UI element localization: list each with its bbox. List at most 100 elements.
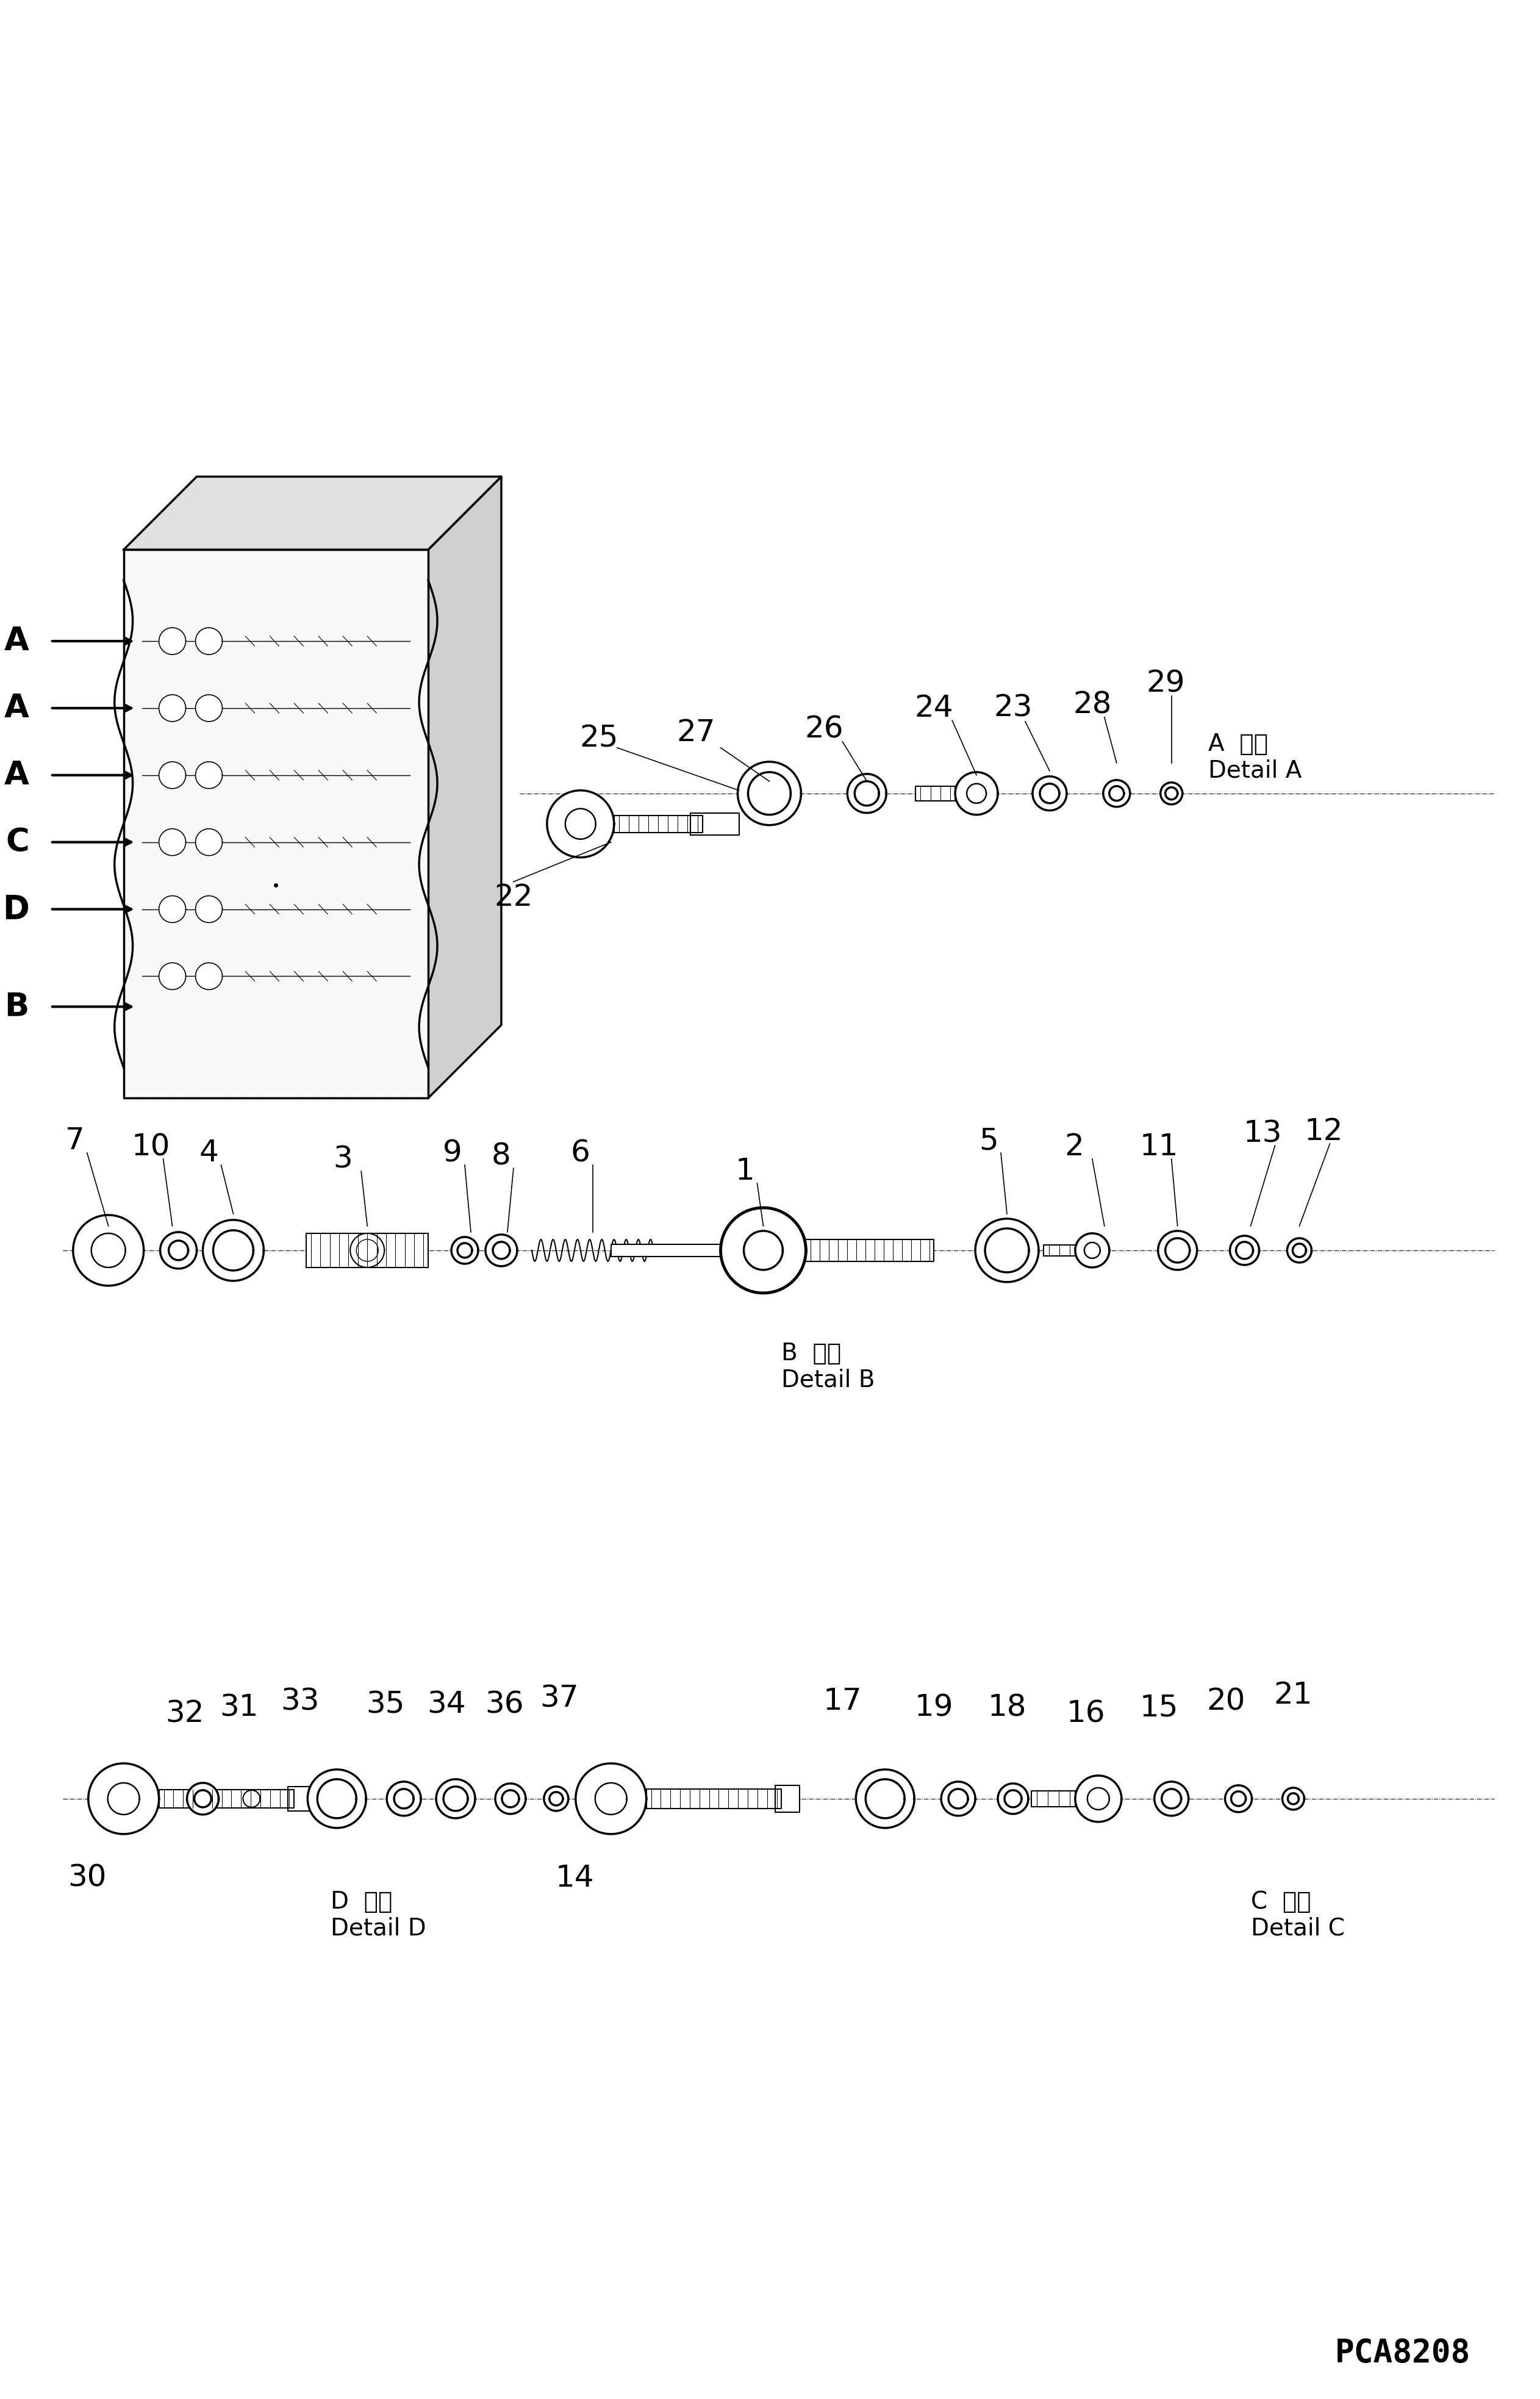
Polygon shape xyxy=(493,1243,510,1259)
Polygon shape xyxy=(457,1243,473,1257)
Polygon shape xyxy=(308,1770,367,1828)
Polygon shape xyxy=(159,1790,294,1809)
Polygon shape xyxy=(1044,1245,1075,1255)
Polygon shape xyxy=(243,1790,260,1806)
Text: 33: 33 xyxy=(280,1686,320,1715)
Polygon shape xyxy=(744,1231,782,1269)
Polygon shape xyxy=(1155,1782,1189,1816)
Polygon shape xyxy=(159,763,186,789)
Polygon shape xyxy=(123,477,502,549)
Text: D: D xyxy=(3,892,29,926)
Polygon shape xyxy=(350,1233,385,1267)
Polygon shape xyxy=(108,1782,140,1814)
Text: 28: 28 xyxy=(1073,691,1112,720)
Polygon shape xyxy=(1158,1231,1197,1269)
Text: 24: 24 xyxy=(915,693,953,722)
Polygon shape xyxy=(394,1790,414,1809)
Text: C: C xyxy=(6,825,29,859)
Polygon shape xyxy=(916,787,955,801)
Polygon shape xyxy=(160,1233,197,1269)
Polygon shape xyxy=(196,895,222,924)
Text: 2: 2 xyxy=(1064,1132,1084,1161)
Text: A  詳細
Detail A: A 詳細 Detail A xyxy=(1207,732,1301,782)
Polygon shape xyxy=(169,1240,188,1259)
Polygon shape xyxy=(196,696,222,722)
Text: 12: 12 xyxy=(1304,1118,1343,1147)
Text: 21: 21 xyxy=(1274,1679,1312,1710)
Text: 9: 9 xyxy=(444,1137,462,1168)
Polygon shape xyxy=(496,1782,525,1814)
Text: A: A xyxy=(5,693,29,724)
Text: 22: 22 xyxy=(494,883,533,912)
Polygon shape xyxy=(159,696,186,722)
Text: 25: 25 xyxy=(579,724,618,753)
Text: 13: 13 xyxy=(1243,1118,1283,1149)
Polygon shape xyxy=(1032,777,1067,811)
Polygon shape xyxy=(594,1782,627,1814)
Polygon shape xyxy=(196,962,222,991)
Polygon shape xyxy=(949,1790,969,1809)
Polygon shape xyxy=(805,1240,933,1262)
Text: 5: 5 xyxy=(979,1125,998,1156)
Polygon shape xyxy=(288,1787,319,1811)
Polygon shape xyxy=(196,828,222,856)
Text: 23: 23 xyxy=(993,693,1032,722)
Polygon shape xyxy=(1287,1792,1298,1804)
Polygon shape xyxy=(502,1790,519,1806)
Polygon shape xyxy=(955,772,998,816)
Polygon shape xyxy=(186,1782,219,1814)
Text: 6: 6 xyxy=(571,1137,590,1168)
Polygon shape xyxy=(611,1245,721,1257)
Text: 8: 8 xyxy=(491,1142,511,1171)
Polygon shape xyxy=(748,772,790,816)
Polygon shape xyxy=(1283,1787,1304,1809)
Text: 4: 4 xyxy=(199,1137,219,1168)
Polygon shape xyxy=(1230,1235,1260,1264)
Polygon shape xyxy=(159,895,186,924)
Text: 27: 27 xyxy=(678,717,716,746)
Polygon shape xyxy=(647,1790,781,1809)
Polygon shape xyxy=(387,1782,420,1816)
Text: 18: 18 xyxy=(987,1694,1026,1722)
Polygon shape xyxy=(544,1787,568,1811)
Polygon shape xyxy=(1004,1790,1021,1806)
Polygon shape xyxy=(159,962,186,991)
Polygon shape xyxy=(576,1763,647,1835)
Text: 11: 11 xyxy=(1140,1132,1178,1161)
Polygon shape xyxy=(776,1785,799,1811)
Polygon shape xyxy=(738,763,801,825)
Text: 16: 16 xyxy=(1067,1698,1106,1727)
Polygon shape xyxy=(614,816,702,832)
Text: 10: 10 xyxy=(131,1132,171,1161)
Text: 20: 20 xyxy=(1207,1686,1246,1715)
Polygon shape xyxy=(306,1233,428,1267)
Polygon shape xyxy=(123,549,428,1099)
Polygon shape xyxy=(1224,1785,1252,1811)
Polygon shape xyxy=(1161,782,1183,804)
Polygon shape xyxy=(547,789,614,856)
Text: 7: 7 xyxy=(65,1125,85,1156)
Text: 34: 34 xyxy=(427,1689,467,1720)
Polygon shape xyxy=(550,1792,562,1806)
Polygon shape xyxy=(485,1235,517,1267)
Text: 26: 26 xyxy=(805,715,844,744)
Polygon shape xyxy=(1166,1238,1190,1262)
Polygon shape xyxy=(1287,1238,1312,1262)
Polygon shape xyxy=(1087,1787,1109,1809)
Text: A: A xyxy=(5,626,29,657)
Polygon shape xyxy=(986,1228,1029,1271)
Polygon shape xyxy=(444,1787,468,1811)
Text: PCA8208: PCA8208 xyxy=(1335,2337,1471,2368)
Text: 36: 36 xyxy=(485,1689,524,1720)
Text: A: A xyxy=(5,760,29,792)
Polygon shape xyxy=(451,1238,477,1264)
Polygon shape xyxy=(436,1780,476,1818)
Text: 14: 14 xyxy=(554,1864,594,1893)
Polygon shape xyxy=(1161,1790,1181,1809)
Text: C  詳細
Detail C: C 詳細 Detail C xyxy=(1250,1890,1344,1941)
Polygon shape xyxy=(865,1780,904,1818)
Polygon shape xyxy=(203,1221,263,1281)
Text: D  詳細
Detail D: D 詳細 Detail D xyxy=(331,1890,427,1941)
Text: B  詳細
Detail B: B 詳細 Detail B xyxy=(781,1341,875,1391)
Text: 19: 19 xyxy=(915,1694,953,1722)
